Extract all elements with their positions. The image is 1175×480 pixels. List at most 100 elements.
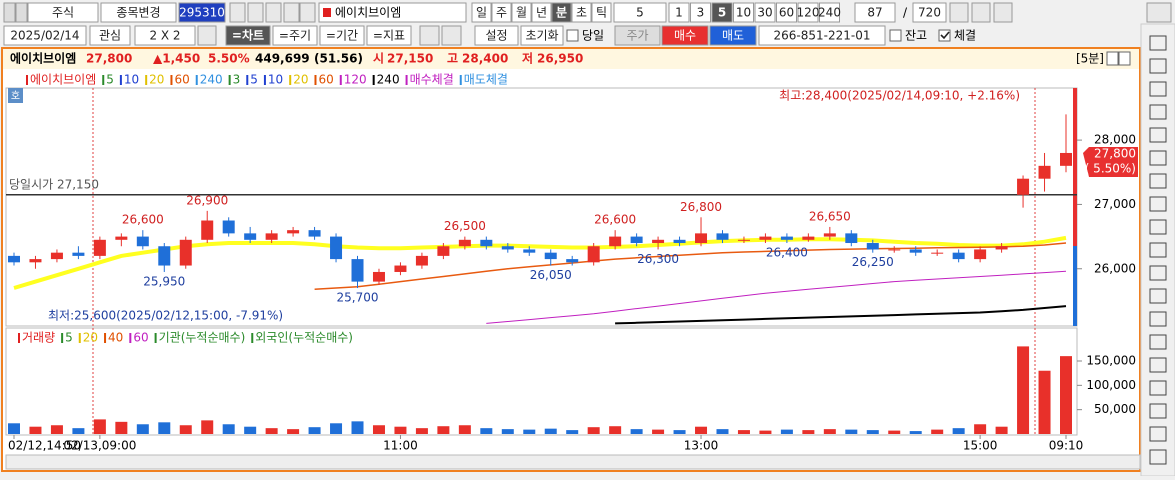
tool-icon[interactable] — [1149, 127, 1167, 143]
button[interactable] — [754, 2, 776, 23]
button-label: 60 — [779, 6, 794, 20]
checkbox[interactable] — [938, 29, 951, 42]
button[interactable] — [491, 2, 512, 23]
button[interactable] — [854, 2, 896, 23]
button[interactable] — [319, 25, 365, 46]
legend-entry: 120 — [344, 73, 367, 87]
candle-body — [72, 252, 85, 256]
button[interactable] — [3, 25, 87, 46]
button[interactable] — [27, 2, 99, 23]
tool-icon[interactable] — [1149, 426, 1167, 442]
tool-icon[interactable] — [1149, 357, 1167, 373]
candle-body — [480, 239, 493, 247]
button[interactable] — [758, 25, 886, 46]
tool-icon[interactable] — [1149, 403, 1167, 419]
button[interactable] — [614, 25, 661, 46]
button[interactable] — [531, 2, 552, 23]
button[interactable] — [571, 2, 592, 23]
icon[interactable] — [441, 25, 462, 46]
icon[interactable] — [993, 2, 1013, 23]
icon[interactable] — [1146, 2, 1172, 23]
tool-icon[interactable] — [1149, 58, 1167, 74]
tool-icon[interactable] — [1149, 196, 1167, 212]
button[interactable] — [709, 25, 757, 46]
button[interactable] — [591, 2, 612, 23]
button[interactable] — [474, 25, 519, 46]
button[interactable] — [225, 25, 271, 46]
button[interactable] — [690, 2, 711, 23]
icon[interactable] — [15, 2, 28, 23]
checkbox[interactable] — [889, 29, 902, 42]
scrollbar[interactable] — [5, 454, 1141, 470]
button[interactable] — [819, 2, 840, 23]
tool-icon[interactable] — [1149, 380, 1167, 396]
icon[interactable] — [949, 2, 969, 23]
tool-icon[interactable] — [1149, 334, 1167, 350]
candle-body — [888, 249, 901, 251]
tool-icon[interactable] — [1149, 265, 1167, 281]
tool-icon[interactable] — [1149, 173, 1167, 189]
button-label: 266-851-221-01 — [774, 29, 871, 43]
candle-body — [265, 233, 278, 240]
candle-body — [845, 233, 858, 244]
icon[interactable] — [971, 2, 991, 23]
tool-icon[interactable] — [1149, 35, 1167, 51]
button[interactable] — [776, 2, 797, 23]
icon[interactable] — [419, 25, 440, 46]
volume-bar — [802, 430, 815, 434]
tool-icon[interactable] — [1149, 288, 1167, 304]
candle-body — [372, 271, 385, 282]
button[interactable] — [711, 2, 733, 23]
volume-bar — [29, 426, 42, 434]
candle-body — [179, 239, 192, 266]
tool-icon[interactable] — [1149, 449, 1167, 465]
extreme-label: 26,900 — [186, 193, 228, 207]
button[interactable] — [912, 2, 947, 23]
button[interactable] — [520, 25, 564, 46]
legend-swatch — [251, 333, 254, 343]
button[interactable] — [733, 2, 754, 23]
button[interactable] — [366, 25, 412, 46]
checkbox-label: 당일 — [582, 29, 604, 43]
button[interactable] — [100, 2, 177, 23]
header-bar — [3, 49, 1139, 69]
button[interactable] — [661, 25, 709, 46]
tool-icon[interactable] — [1149, 104, 1167, 120]
icon[interactable] — [229, 2, 246, 23]
icon[interactable] — [283, 2, 300, 23]
icon[interactable] — [247, 2, 264, 23]
icon[interactable] — [3, 2, 16, 23]
pressure-bar — [1073, 88, 1077, 246]
legend-entry: 60 — [318, 73, 333, 87]
window-btn[interactable] — [1118, 51, 1131, 66]
tool-icon[interactable] — [1149, 219, 1167, 235]
legend-entry: 10 — [124, 73, 139, 87]
icon[interactable] — [197, 25, 217, 46]
volume-bar — [974, 424, 987, 434]
button[interactable] — [89, 25, 131, 46]
legend-entry: 거래량 — [22, 331, 55, 345]
button[interactable] — [178, 2, 226, 23]
button[interactable] — [613, 2, 667, 23]
button[interactable] — [551, 2, 572, 23]
badge-box — [8, 88, 23, 103]
checkbox[interactable] — [566, 29, 579, 42]
tool-icon[interactable] — [1149, 150, 1167, 166]
button[interactable] — [134, 25, 196, 46]
button[interactable] — [471, 2, 492, 23]
icon[interactable] — [265, 2, 282, 23]
icon[interactable] — [299, 2, 316, 23]
y-tick-label: 100,000 — [1086, 378, 1136, 392]
button[interactable] — [668, 2, 690, 23]
tool-icon[interactable] — [1149, 311, 1167, 327]
button[interactable] — [797, 2, 819, 23]
tool-icon[interactable] — [1149, 81, 1167, 97]
legend-entry: 5 — [106, 73, 114, 87]
legend-entry: 매수체결 — [410, 73, 454, 87]
extreme-label: 26,500 — [444, 219, 486, 233]
tool-icon[interactable] — [1149, 242, 1167, 258]
window-btn[interactable] — [1106, 51, 1119, 66]
checkbox-label: 체결 — [954, 29, 976, 43]
button[interactable] — [511, 2, 532, 23]
button[interactable] — [272, 25, 318, 46]
